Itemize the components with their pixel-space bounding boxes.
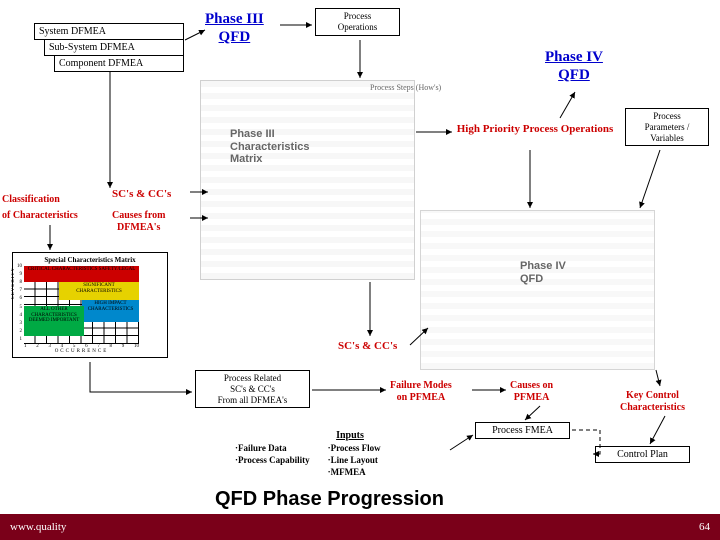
arrow-overlay — [0, 0, 720, 540]
footer: www.quality 64 — [0, 514, 720, 540]
footer-left: www.quality — [10, 521, 66, 533]
footer-right: 64 — [699, 521, 710, 533]
